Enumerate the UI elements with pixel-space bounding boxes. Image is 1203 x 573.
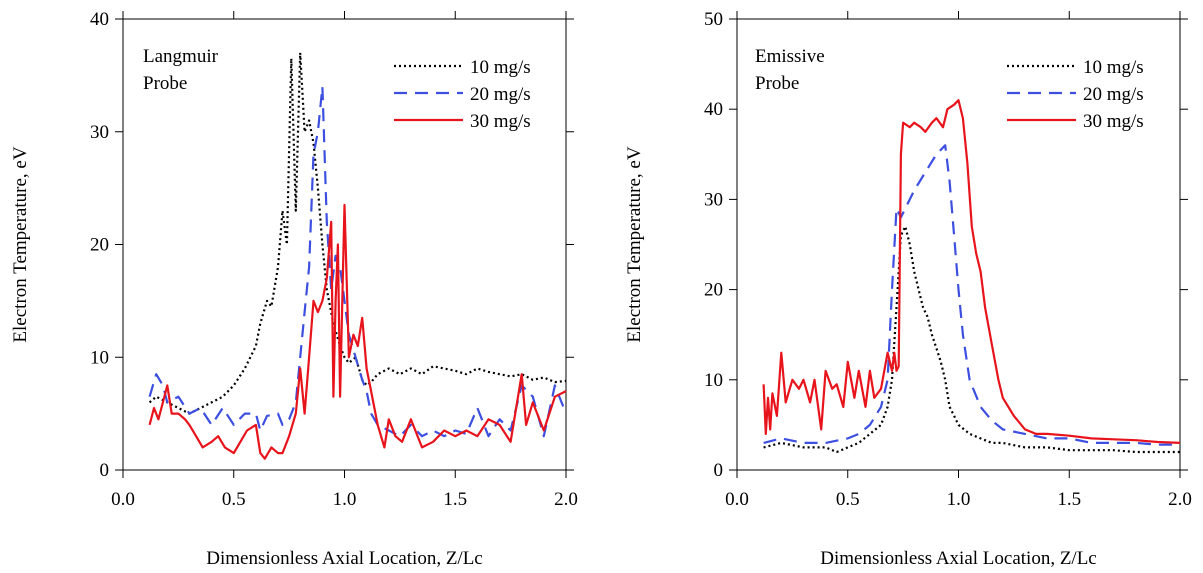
langmuir-y-tick-label: 0 (100, 460, 110, 481)
langmuir-y-tick-label: 20 (90, 235, 109, 256)
emissive-x-tick-label: 0.0 (725, 489, 749, 510)
langmuir-legend-label: 10 mg/s (470, 57, 531, 78)
emissive-x-tick-label: 1.5 (1057, 489, 1081, 510)
emissive-legend-label: 20 mg/s (1083, 84, 1144, 105)
emissive-y-tick-label: 20 (704, 280, 723, 301)
langmuir-x-tick-label: 2.0 (554, 489, 578, 510)
emissive-y-tick-label: 0 (714, 460, 724, 481)
langmuir-x-tick-label: 1.5 (443, 489, 467, 510)
emissive-y-axis-label: Electron Temperature, eV (624, 146, 645, 342)
langmuir-y-tick-label: 30 (90, 122, 109, 143)
langmuir-y-tick-label: 40 (90, 9, 109, 30)
emissive-y-tick-label: 30 (704, 189, 723, 210)
emissive-annotation-line: Probe (755, 73, 799, 94)
emissive-series-line-1 (763, 225, 1180, 454)
langmuir-annotation-line: Langmuir (143, 46, 219, 67)
langmuir-annotation-line: Probe (143, 73, 187, 94)
emissive-annotation-line: Emissive (755, 46, 825, 67)
langmuir-x-tick-label: 0.0 (111, 489, 135, 510)
langmuir-y-tick-label: 10 (90, 347, 109, 368)
langmuir-x-axis-label: Dimensionless Axial Location, Z/Lc (206, 548, 483, 569)
emissive-legend-label: 30 mg/s (1083, 111, 1144, 132)
emissive-y-tick-label: 50 (704, 9, 723, 30)
langmuir-chart: 0.0 0.5 1.0 1.5 2.0 0 10 20 30 40 Dimensionless Ax… (10, 9, 578, 569)
emissive-legend-label: 10 mg/s (1083, 57, 1144, 78)
langmuir-x-tick-label: 1.0 (333, 489, 357, 510)
langmuir-x-tick-label: 0.5 (222, 489, 246, 510)
emissive-series-line-2 (763, 144, 1180, 446)
langmuir-legend-label: 20 mg/s (470, 84, 531, 105)
langmuir-series-line-1 (148, 51, 567, 415)
langmuir-legend-label: 30 mg/s (470, 111, 531, 132)
emissive-x-tick-label: 0.5 (836, 489, 860, 510)
emissive-chart: 0.0 0.5 1.0 1.5 2.0 0 10 20 30 40 50 Dimensionless … (624, 9, 1192, 569)
langmuir-series-line-2 (148, 85, 568, 438)
emissive-y-tick-label: 10 (704, 370, 723, 391)
emissive-series-line-3 (762, 99, 1181, 444)
langmuir-y-axis-label: Electron Temperature, eV (10, 146, 31, 342)
emissive-y-tick-label: 40 (704, 99, 723, 120)
emissive-x-axis-label: Dimensionless Axial Location, Z/Lc (820, 548, 1097, 569)
emissive-x-tick-label: 2.0 (1168, 489, 1192, 510)
emissive-x-tick-label: 1.0 (947, 489, 971, 510)
langmuir-series-line-3 (148, 203, 567, 460)
